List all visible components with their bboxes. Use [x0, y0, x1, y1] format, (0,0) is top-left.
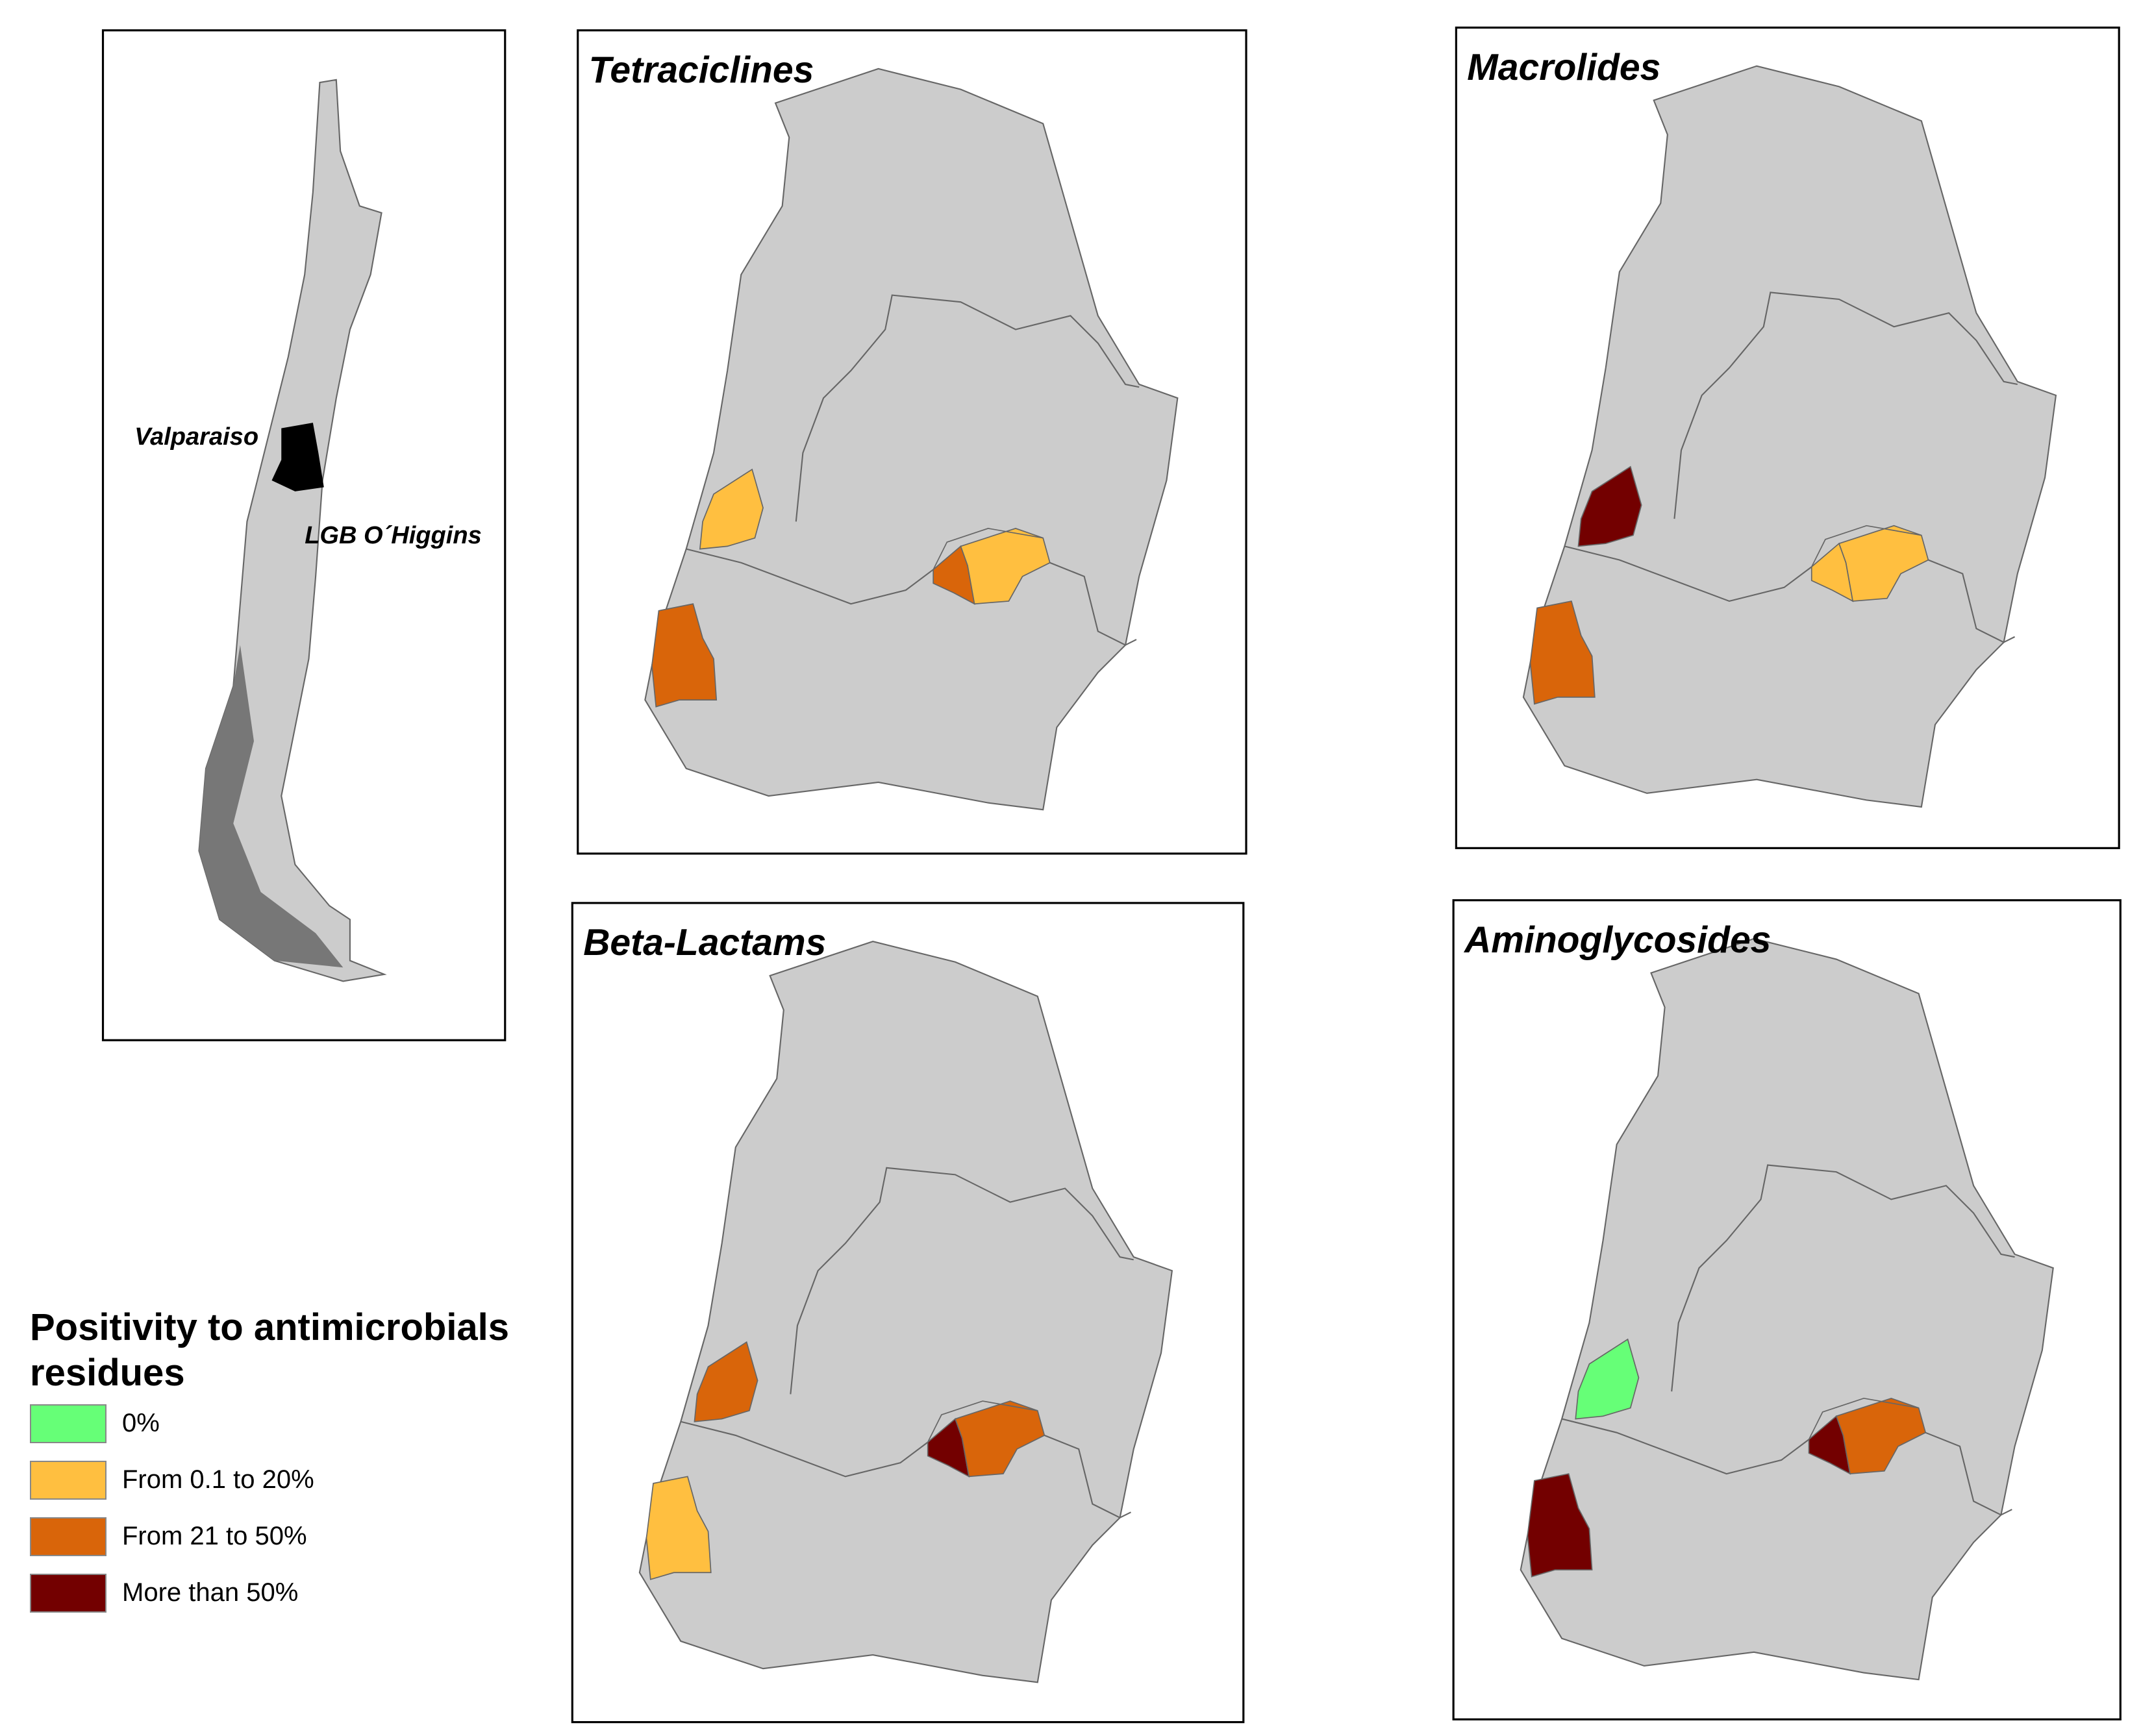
basin: [1520, 937, 2054, 1681]
map-panel: Tetraciclines: [577, 29, 1247, 855]
legend-item: From 21 to 50%: [30, 1508, 549, 1565]
district: [694, 1341, 758, 1422]
basin-outline: [1520, 937, 2054, 1681]
province-boundary: [1673, 291, 2018, 519]
map-panel: Macrolides: [1455, 26, 2120, 849]
legend-swatch: [30, 1404, 106, 1443]
fjords: [199, 645, 344, 968]
district: [1575, 1338, 1640, 1420]
basin: [1522, 65, 2057, 808]
legend-label: More than 50%: [122, 1578, 299, 1607]
sub-boundary: [927, 1400, 1038, 1443]
district: [1835, 1397, 1927, 1474]
basin-outline: [638, 940, 1173, 1683]
district: [960, 528, 1051, 605]
basin: [644, 68, 1179, 811]
sub-boundary: [933, 528, 1044, 570]
legend-swatch: [30, 1517, 106, 1556]
map-panel: Aminoglycosides: [1452, 899, 2122, 1720]
legend-label: 0%: [122, 1409, 160, 1438]
map-panel: Beta-Lactams: [571, 902, 1245, 1724]
panel-title: Tetraciclines: [589, 49, 814, 91]
province-boundary: [795, 294, 1140, 522]
legend-title: Positivity to antimicrobials residues: [30, 1306, 510, 1394]
inset-map: Valparaiso LGB O´Higgins: [101, 29, 507, 1041]
legend-label: From 21 to 50%: [122, 1522, 307, 1551]
district: [1527, 1473, 1593, 1578]
legend-swatch: [30, 1460, 106, 1500]
sub-boundary: [1808, 1397, 1919, 1440]
province-boundary: [686, 548, 1137, 646]
legend-item: From 0.1 to 20%: [30, 1452, 549, 1508]
legend-item: 0%: [30, 1395, 549, 1452]
province-boundary: [1564, 545, 2016, 643]
legend-swatch: [30, 1573, 106, 1613]
inset-label: LGB O´Higgins: [305, 522, 482, 549]
sub-boundary: [1811, 525, 1922, 567]
study-region: [271, 423, 324, 491]
basin: [638, 940, 1173, 1683]
legend-item: More than 50%: [30, 1565, 549, 1621]
province-boundary: [1561, 1418, 2012, 1516]
district: [651, 603, 718, 708]
district: [1838, 525, 1929, 602]
legend: Positivity to antimicrobials residues 0%…: [30, 1305, 549, 1621]
district: [645, 1476, 712, 1580]
province-boundary: [790, 1167, 1134, 1395]
basin-outline: [1522, 65, 2057, 808]
district: [699, 468, 764, 550]
inset-label: Valparaiso: [134, 423, 258, 451]
panel-title: Aminoglycosides: [1463, 919, 1771, 961]
province-boundary: [681, 1420, 1131, 1519]
legend-items: 0% From 0.1 to 20% From 21 to 50% More than…: [30, 1395, 549, 1621]
legend-label: From 0.1 to 20%: [122, 1465, 314, 1494]
panel-title: Beta-Lactams: [583, 922, 826, 963]
district: [1577, 465, 1642, 547]
panel-title: Macrolides: [1467, 47, 1660, 88]
district: [1529, 600, 1596, 705]
district: [954, 1400, 1045, 1478]
province-boundary: [1671, 1164, 2015, 1392]
panels: Tetraciclines Macrolides Beta-Lactams Amino…: [571, 26, 2122, 1724]
basin-outline: [644, 68, 1179, 811]
